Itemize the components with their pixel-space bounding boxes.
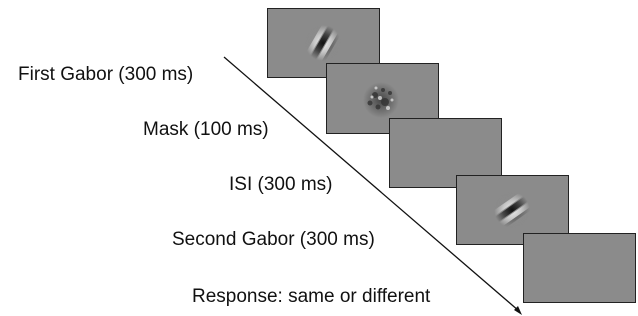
step-label: ISI (300 ms) xyxy=(229,174,332,195)
step-label: Response: same or different xyxy=(192,286,431,307)
step-label: First Gabor (300 ms) xyxy=(18,64,193,85)
step-label: Mask (100 ms) xyxy=(143,119,269,140)
trial-diagram: First Gabor (300 ms) Mask (100 ms) ISI (… xyxy=(0,0,638,316)
step-label: Second Gabor (300 ms) xyxy=(172,229,375,250)
panel-response xyxy=(524,234,636,303)
